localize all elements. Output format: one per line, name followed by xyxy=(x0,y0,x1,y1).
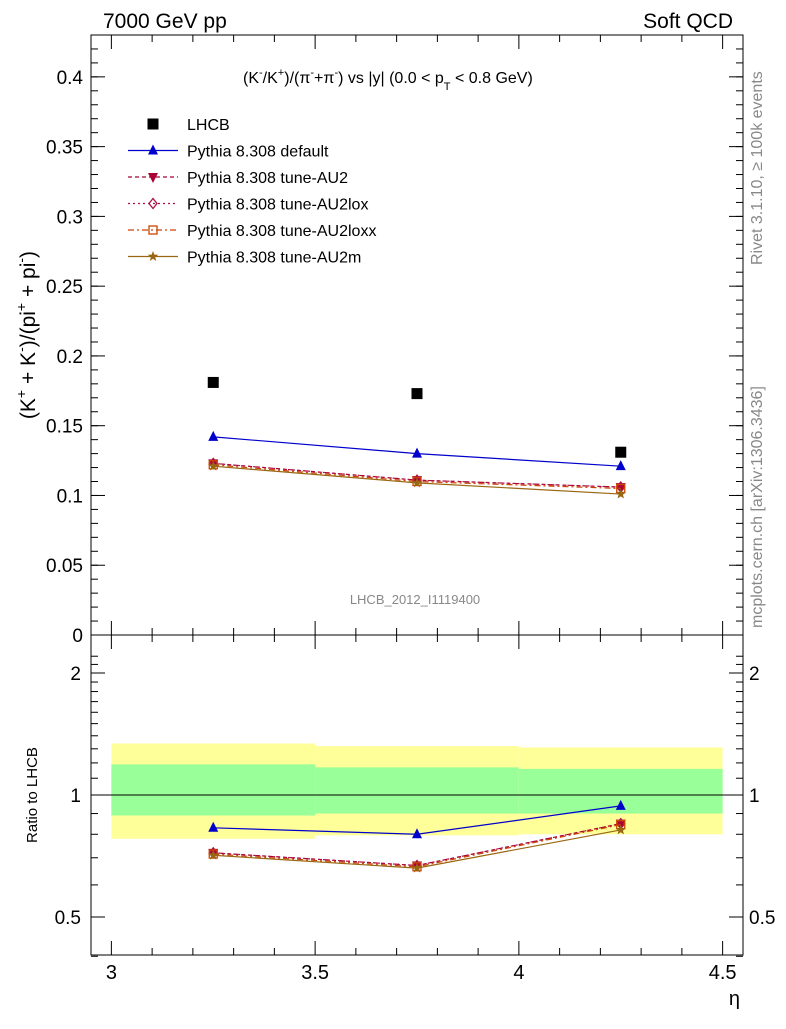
main-ytick-label: 0.2 xyxy=(57,347,83,368)
ratio-marks xyxy=(208,799,626,873)
data-point xyxy=(411,388,423,400)
main-ytick-label: 0.05 xyxy=(46,556,83,577)
title-part-a: (K xyxy=(243,70,259,87)
ratio-xtick-label: 3 xyxy=(106,962,117,984)
series-line xyxy=(213,462,621,488)
legend-label: LHCB xyxy=(187,117,230,134)
ratio-data-point xyxy=(208,849,219,860)
ratio-ytick-label-right: 1 xyxy=(749,786,760,807)
mcplots-label: mcplots.cern.ch [arXiv:1306.3436] xyxy=(749,386,766,628)
ratio-xlabel: η xyxy=(729,988,740,1010)
data-point xyxy=(615,460,626,471)
ratio-data-point xyxy=(615,799,626,810)
ratio-ytick-label-right: 0.5 xyxy=(749,908,775,929)
ylabel-part-c: )/(pi xyxy=(17,311,40,347)
ylabel-part-d: + pi xyxy=(17,263,40,303)
ratio-xtick-label: 4 xyxy=(513,962,524,984)
main-marks xyxy=(207,376,627,499)
ratio-data-point xyxy=(412,828,422,839)
series-line xyxy=(213,464,621,490)
ylabel-sup-b: - xyxy=(13,347,29,352)
ratio-data-point xyxy=(411,862,423,873)
title-part-f: < 0.8 GeV) xyxy=(451,70,533,87)
main-panel: 00.050.10.150.20.250.30.350.4 (K-/K+)/(π… xyxy=(13,34,744,647)
title-sub-e: T xyxy=(444,81,451,93)
main-ytick-label: 0.15 xyxy=(46,417,83,438)
legend-label: Pythia 8.308 tune-AU2lox xyxy=(187,197,368,214)
ratio-xtick-label: 4.5 xyxy=(709,962,737,984)
ratio-panel: 0.5 0.5 1 1 2 2 3 3.5 4 4.5 Ratio to LHCB η xyxy=(24,634,775,1010)
main-ylabel: (K+ + K-)/(pi+ + pi-) xyxy=(13,251,40,419)
ratio-ytick-label: 1 xyxy=(70,786,81,807)
ylabel-sup-d: - xyxy=(13,258,29,263)
legend-marker xyxy=(147,251,159,261)
main-ytick-label: 0.4 xyxy=(57,68,84,89)
title-sup-b: + xyxy=(278,67,284,79)
ratio-xtick-label: 3.5 xyxy=(301,962,329,984)
ratio-bands xyxy=(111,743,723,839)
ratio-band-green xyxy=(315,767,519,814)
ylabel-part-a: (K xyxy=(17,398,40,419)
legend-marker xyxy=(148,225,158,235)
ratio-ytick-label: 0.5 xyxy=(55,908,81,929)
legend: LHCB Pythia 8.308 default Pythia 8.308 tun… xyxy=(128,117,376,267)
ratio-frame xyxy=(90,634,744,956)
ratio-band-green xyxy=(111,764,316,816)
title-part-b: /K xyxy=(263,70,278,87)
data-point xyxy=(208,430,219,441)
legend-label: Pythia 8.308 tune-AU2loxx xyxy=(187,223,376,240)
analysis-watermark: LHCB_2012_I1119400 xyxy=(350,592,480,607)
legend-label: Pythia 8.308 default xyxy=(187,144,329,161)
main-ytick-label: 0.35 xyxy=(46,138,83,159)
main-ticks: 0 0.05 0.1 0.15 0.2 0.25 0.3 0.35 0.4 xyxy=(46,34,743,647)
main-ytick-label: 0.25 xyxy=(46,277,83,298)
title-sup-c: - xyxy=(310,67,314,79)
data-point xyxy=(207,376,219,388)
ratio-ytick-label: 2 xyxy=(70,664,81,685)
legend-marker xyxy=(147,118,159,130)
data-point xyxy=(208,460,219,471)
header-right: Soft QCD xyxy=(643,10,733,33)
title-part-e: ) vs |y| (0.0 < p xyxy=(338,70,444,87)
data-point xyxy=(615,488,626,499)
data-point xyxy=(412,447,422,458)
ylabel-part-e: ) xyxy=(17,251,40,258)
ylabel-sup-c: + xyxy=(13,303,29,311)
legend-marker xyxy=(148,144,158,155)
ratio-data-point xyxy=(208,821,219,832)
legend-marker xyxy=(148,197,158,210)
ylabel-sup-a: + xyxy=(13,390,29,398)
ratio-ylabel: Ratio to LHCB xyxy=(24,747,41,843)
chart-title: (K-/K+)/(π-+π-) vs |y| (0.0 < pT < 0.8 G… xyxy=(243,67,533,93)
data-point xyxy=(615,446,627,458)
legend-label: Pythia 8.308 tune-AU2m xyxy=(187,250,361,267)
title-part-d: +π xyxy=(314,70,334,87)
ratio-ticks: 0.5 0.5 1 1 2 2 3 3.5 4 4.5 xyxy=(55,635,775,984)
legend-label: Pythia 8.308 tune-AU2 xyxy=(187,170,348,187)
main-ytick-label: 0.1 xyxy=(57,486,83,507)
ratio-data-point xyxy=(615,824,626,835)
main-ytick-label: 0 xyxy=(72,626,83,647)
main-ytick-label: 0.3 xyxy=(57,207,83,228)
title-part-c: )/(π xyxy=(284,70,310,87)
ylabel-part-b: + K xyxy=(17,352,40,390)
rivet-label: Rivet 3.1.10, ≥ 100k events xyxy=(749,71,766,265)
title-sup-a: - xyxy=(259,67,263,79)
title-sup-d: - xyxy=(334,67,338,79)
data-point xyxy=(411,477,423,488)
header-left: 7000 GeV pp xyxy=(103,10,227,33)
legend-marker xyxy=(148,173,158,183)
ratio-ytick-label-right: 2 xyxy=(749,664,760,685)
